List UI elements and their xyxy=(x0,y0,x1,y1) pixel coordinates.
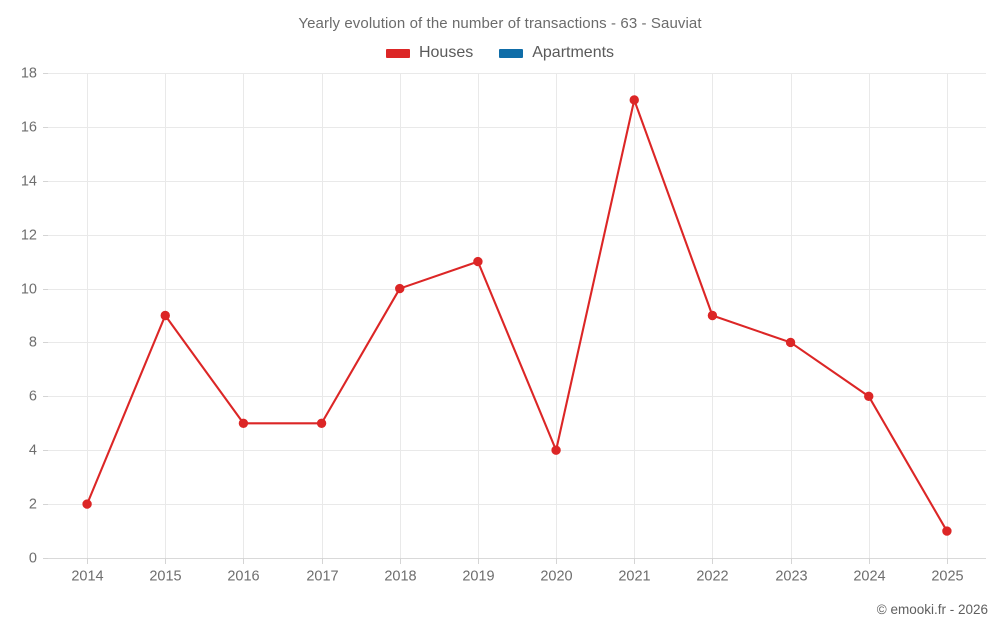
y-tick-label: 10 xyxy=(21,281,37,297)
legend-item-label: Houses xyxy=(418,44,474,61)
chart-title: Yearly evolution of the number of transa… xyxy=(298,15,702,32)
tick-marks-group xyxy=(43,73,948,564)
legend-swatch-icon xyxy=(385,48,410,58)
data-point-marker[interactable] xyxy=(395,283,405,294)
gridlines-group xyxy=(48,73,986,558)
x-tick-label: 2024 xyxy=(853,569,885,585)
data-point-marker[interactable] xyxy=(629,95,639,105)
x-tick-label: 2020 xyxy=(540,569,572,585)
y-tick-label: 0 xyxy=(29,550,37,566)
y-axis-tick-labels: 0 2 4 6 8 10 12 14 16 18 xyxy=(21,65,37,566)
data-point-marker[interactable] xyxy=(551,445,561,455)
x-tick-label: 2021 xyxy=(618,569,650,585)
legend-item-houses[interactable]: Houses xyxy=(385,44,474,61)
y-tick-label: 16 xyxy=(21,119,37,135)
data-point-marker[interactable] xyxy=(785,337,796,348)
data-point-marker[interactable] xyxy=(707,310,718,321)
x-tick-label: 2017 xyxy=(306,569,338,585)
data-point-marker[interactable] xyxy=(473,256,483,267)
x-tick-label: 2022 xyxy=(696,569,728,585)
chart-legend: Houses Apartments xyxy=(0,45,1000,61)
x-tick-label: 2015 xyxy=(149,569,181,585)
data-point-marker[interactable] xyxy=(942,526,952,536)
x-tick-label: 2023 xyxy=(775,569,807,585)
data-series-group xyxy=(82,95,952,536)
x-tick-label: 2014 xyxy=(71,569,103,585)
data-point-marker[interactable] xyxy=(238,418,249,428)
y-tick-label: 6 xyxy=(29,388,37,404)
data-point-marker[interactable] xyxy=(82,499,92,509)
legend-item-apartments[interactable]: Apartments xyxy=(499,45,614,61)
y-tick-label: 4 xyxy=(29,442,37,458)
data-point-marker[interactable] xyxy=(160,310,170,321)
x-tick-label: 2016 xyxy=(227,569,259,585)
footer-credit: © emooki.fr - 2026 xyxy=(876,602,988,617)
legend-swatch-icon xyxy=(499,48,524,58)
series-line-houses xyxy=(86,98,948,533)
data-point-marker[interactable] xyxy=(864,391,874,402)
y-tick-label: 2 xyxy=(29,496,37,512)
y-tick-label: 8 xyxy=(29,334,37,350)
x-tick-label: 2019 xyxy=(462,569,494,585)
data-point-marker[interactable] xyxy=(316,418,327,428)
y-tick-label: 14 xyxy=(21,173,37,189)
x-tick-label: 2018 xyxy=(384,569,416,585)
x-axis-tick-labels: 2014 2015 2016 2017 2018 2019 2020 2021 2022 2023… xyxy=(71,569,963,585)
y-tick-label: 18 xyxy=(21,65,37,81)
x-tick-label: 2025 xyxy=(931,569,963,585)
legend-item-label: Apartments xyxy=(532,44,615,61)
y-tick-label: 12 xyxy=(21,227,37,243)
